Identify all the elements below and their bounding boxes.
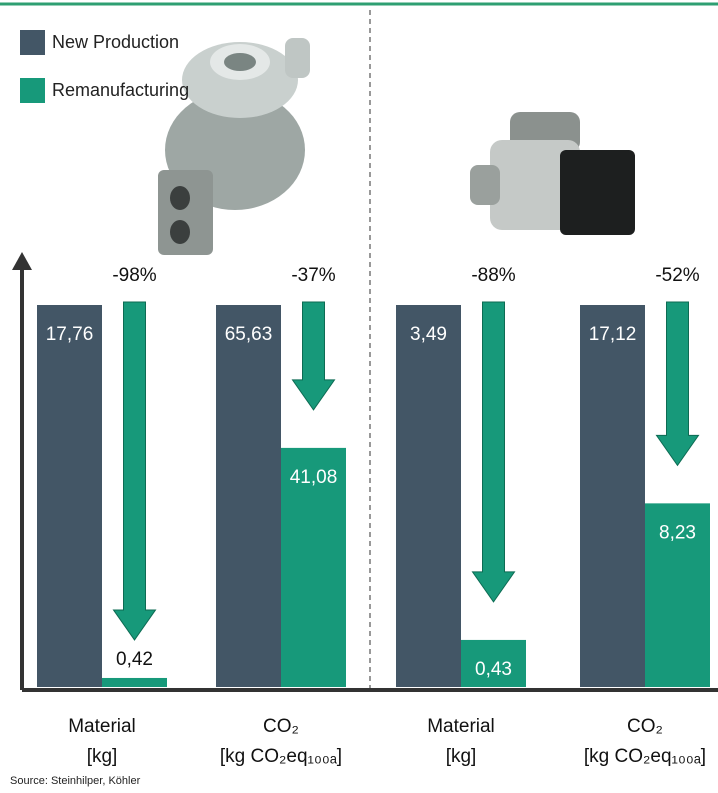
x-tick-label: [kg CO₂eq₁₀₀ₐ] bbox=[584, 746, 706, 767]
bar bbox=[102, 678, 167, 687]
reduction-arrow bbox=[114, 302, 156, 640]
value-label: 65,63 bbox=[225, 324, 273, 345]
x-tick-label: Material bbox=[68, 716, 136, 737]
source: Source: Steinhilper, Köhler bbox=[10, 775, 141, 787]
reduction-label: -37% bbox=[291, 265, 335, 286]
value-label: 17,76 bbox=[46, 324, 94, 345]
x-tick-label: [kg CO₂eq₁₀₀ₐ] bbox=[220, 746, 342, 767]
value-label: 0,42 bbox=[116, 649, 153, 670]
x-tick-label: CO₂ bbox=[263, 716, 299, 737]
bar bbox=[580, 305, 645, 687]
x-tick-label: CO₂ bbox=[627, 716, 663, 737]
x-tick-label: [kg] bbox=[446, 746, 477, 767]
value-label: 17,12 bbox=[589, 324, 637, 345]
reduction-arrow bbox=[473, 302, 515, 602]
x-tick-label: [kg] bbox=[87, 746, 118, 767]
reduction-arrow bbox=[293, 302, 335, 410]
value-label: 3,49 bbox=[410, 324, 447, 345]
reduction-label: -52% bbox=[655, 265, 699, 286]
x-tick-label: Material bbox=[427, 716, 495, 737]
starter-motor-image bbox=[470, 112, 635, 235]
legend-swatch bbox=[20, 78, 45, 103]
legend-swatch bbox=[20, 30, 45, 55]
legend-label: Remanufacturing bbox=[52, 80, 189, 100]
chart: Source: Steinhilper, Köhler New Producti… bbox=[0, 0, 718, 793]
bar bbox=[396, 305, 461, 687]
reduction-arrow bbox=[657, 302, 699, 465]
bar bbox=[216, 305, 281, 687]
value-label: 0,43 bbox=[475, 659, 512, 680]
legend-label: New Production bbox=[52, 32, 179, 52]
reduction-label: -88% bbox=[471, 265, 515, 286]
reduction-label: -98% bbox=[112, 265, 156, 286]
bar bbox=[37, 305, 102, 687]
y-axis-arrow bbox=[12, 252, 32, 270]
turbocharger-image bbox=[158, 38, 310, 255]
value-label: 41,08 bbox=[290, 467, 338, 488]
value-label: 8,23 bbox=[659, 522, 696, 543]
